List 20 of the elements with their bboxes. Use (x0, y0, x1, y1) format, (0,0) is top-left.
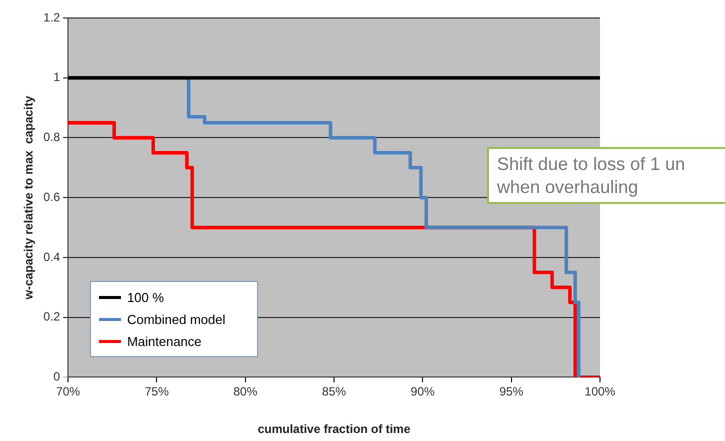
x-tick-label: 95% (499, 384, 524, 399)
annotation: Shift due to loss of 1 un when overhauling (487, 147, 725, 204)
x-tick-label: 75% (144, 384, 170, 399)
y-tick-label: 0.8 (43, 130, 60, 144)
y-tick-label: 0.4 (43, 250, 60, 264)
x-tick-label: 100% (584, 384, 616, 399)
y-tick-label: 1.2 (43, 10, 60, 24)
y-tick-label: 0 (53, 370, 60, 384)
legend-label: Combined model (127, 312, 226, 327)
x-tick-label: 85% (322, 384, 346, 399)
y-axis-title: w-capacity relative to max capacity (22, 96, 36, 300)
x-tick-label: 90% (410, 384, 436, 399)
x-tick-label: 80% (233, 384, 258, 399)
legend-label: 100 % (127, 290, 164, 305)
y-tick-label: 1 (53, 70, 60, 84)
x-tick-label: 70% (56, 384, 80, 399)
y-tick-label: 0.2 (43, 310, 60, 324)
legend-label: Maintenance (127, 334, 202, 349)
y-tick-label: 0.6 (43, 190, 60, 204)
x-axis-title: cumulative fraction of time (258, 422, 411, 436)
